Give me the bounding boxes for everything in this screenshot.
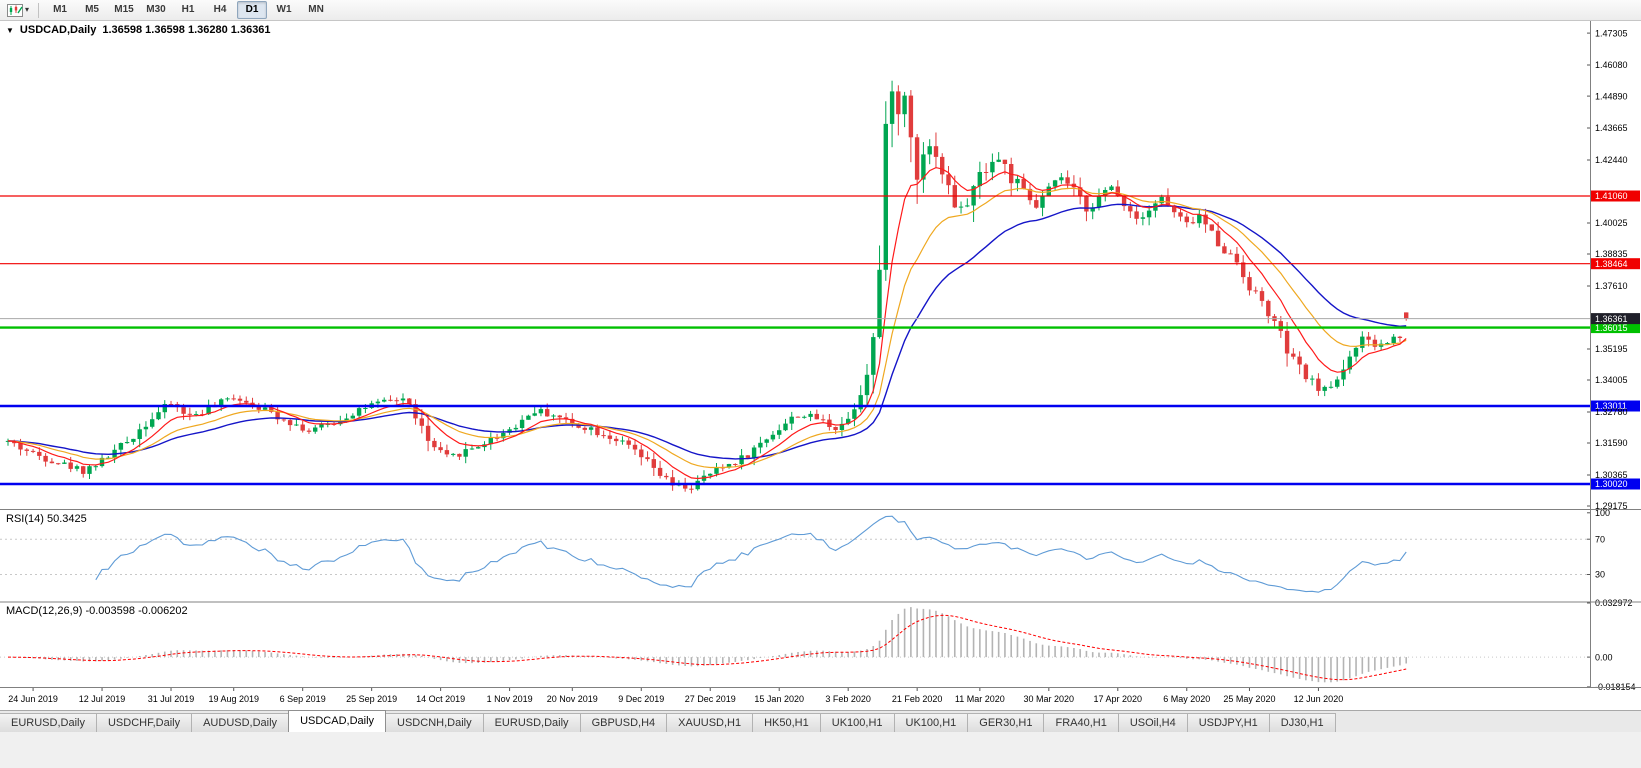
support-line-blue-1[interactable]: 1.33011 <box>0 400 1640 412</box>
svg-text:100: 100 <box>1595 508 1610 518</box>
timeframe-d1-button[interactable]: D1 <box>237 1 268 19</box>
chart-tab-1-usdchf-daily[interactable]: USDCHF,Daily <box>95 713 193 732</box>
ma-mid-line <box>7 187 1407 469</box>
svg-text:21 Feb 2020: 21 Feb 2020 <box>892 694 943 704</box>
timeframe-toolbar: M1 M5 M15 M30 H1 H4 D1 W1 MN <box>44 1 332 19</box>
svg-text:1.44890: 1.44890 <box>1595 91 1628 101</box>
svg-text:24 Jun 2019: 24 Jun 2019 <box>8 694 58 704</box>
chart-canvas[interactable]: 1.41060 1.38464 1.36015 1.33011 1.30020 1.363… <box>0 21 1641 710</box>
timeframe-h1-button[interactable]: H1 <box>181 4 195 15</box>
svg-text:1.46080: 1.46080 <box>1595 60 1628 70</box>
moving-averages-layer <box>7 166 1407 480</box>
svg-text:1.31590: 1.31590 <box>1595 438 1628 448</box>
chart-tab-14-usdjpy-h1[interactable]: USDJPY,H1 <box>1186 713 1270 732</box>
svg-text:14 Oct 2019: 14 Oct 2019 <box>416 694 465 704</box>
timeframe-m5-button[interactable]: M5 <box>85 4 99 15</box>
svg-text:17 Apr 2020: 17 Apr 2020 <box>1094 694 1143 704</box>
svg-text:1.41060: 1.41060 <box>1595 191 1628 201</box>
timeframe-m30-button[interactable]: M30 <box>146 4 166 15</box>
svg-text:1.30365: 1.30365 <box>1595 470 1628 480</box>
chart-tab-11-ger30-h1[interactable]: GER30,H1 <box>967 713 1045 732</box>
chart-tab-9-uk100-h1[interactable]: UK100,H1 <box>819 713 895 732</box>
toolbar-separator <box>38 2 40 18</box>
svg-text:1.32780: 1.32780 <box>1595 407 1628 417</box>
chart-tabbar: EURUSD,Daily USDCHF,Daily AUDUSD,Daily USDC… <box>0 710 1641 732</box>
macd-histogram <box>13 607 1408 683</box>
chart-tab-7-xauusd-h1[interactable]: XAUUSD,H1 <box>666 713 754 732</box>
svg-text:1.38835: 1.38835 <box>1595 249 1628 259</box>
svg-text:11 Mar 2020: 11 Mar 2020 <box>955 694 1005 704</box>
dropdown-arrow-icon: ▾ <box>25 5 30 14</box>
svg-text:1.43665: 1.43665 <box>1595 123 1628 133</box>
svg-text:31 Jul 2019: 31 Jul 2019 <box>148 694 195 704</box>
macd-signal-line <box>7 614 1407 681</box>
svg-text:27 Dec 2019: 27 Dec 2019 <box>685 694 736 704</box>
svg-text:0.032972: 0.032972 <box>1595 598 1633 608</box>
rsi-panel: 100 70 30 <box>0 508 1610 593</box>
chart-tab-13-usoil-h4[interactable]: USOil,H4 <box>1117 713 1188 732</box>
svg-text:6 May 2020: 6 May 2020 <box>1163 694 1210 704</box>
svg-text:20 Nov 2019: 20 Nov 2019 <box>547 694 598 704</box>
svg-text:25 May 2020: 25 May 2020 <box>1223 694 1275 704</box>
chart-tab-15-dj30-h1[interactable]: DJ30,H1 <box>1268 713 1336 732</box>
chart-tab-8-hk50-h1[interactable]: HK50,H1 <box>752 713 821 732</box>
svg-text:1.35195: 1.35195 <box>1595 344 1628 354</box>
svg-text:1.34005: 1.34005 <box>1595 375 1628 385</box>
svg-text:70: 70 <box>1595 534 1605 544</box>
svg-text:19 Aug 2019: 19 Aug 2019 <box>208 694 259 704</box>
svg-text:12 Jun 2020: 12 Jun 2020 <box>1294 694 1344 704</box>
svg-text:3 Feb 2020: 3 Feb 2020 <box>825 694 871 704</box>
support-line-green[interactable]: 1.36015 <box>0 322 1640 334</box>
svg-text:30 Mar 2020: 30 Mar 2020 <box>1024 694 1075 704</box>
svg-text:1.37610: 1.37610 <box>1595 281 1628 291</box>
svg-text:1.47305: 1.47305 <box>1595 28 1628 38</box>
svg-text:1.36015: 1.36015 <box>1595 323 1628 333</box>
current-price-badge: 1.36361 <box>1591 313 1640 325</box>
chart-tab-10-uk100-h1[interactable]: UK100,H1 <box>893 713 969 732</box>
svg-text:1.40025: 1.40025 <box>1595 218 1628 228</box>
svg-text:1 Nov 2019: 1 Nov 2019 <box>487 694 533 704</box>
candlestick-chart-icon <box>7 3 23 17</box>
svg-text:1.42440: 1.42440 <box>1595 155 1628 165</box>
svg-text:1.30020: 1.30020 <box>1595 479 1628 489</box>
resistance-line-1[interactable]: 1.41060 <box>0 190 1640 202</box>
svg-text:1.38464: 1.38464 <box>1595 259 1628 269</box>
chart-tab-12-fra40-h1[interactable]: FRA40,H1 <box>1043 713 1119 732</box>
chart-tab-0-eurusd-daily[interactable]: EURUSD,Daily <box>0 713 97 732</box>
svg-text:0.00: 0.00 <box>1595 652 1613 662</box>
svg-text:1.33011: 1.33011 <box>1595 401 1627 411</box>
chart-tab-5-eurusd-daily[interactable]: EURUSD,Daily <box>482 713 581 732</box>
timeframe-h4-button[interactable]: H4 <box>213 4 227 15</box>
price-axis: 1.47305 1.46080 1.44890 1.43665 1.42440 1.400… <box>1587 28 1628 511</box>
svg-text:1.29175: 1.29175 <box>1595 501 1628 511</box>
timeframe-m1-button[interactable]: M1 <box>53 4 67 15</box>
chart-tab-3-usdcad-daily[interactable]: USDCAD,Daily <box>288 710 387 732</box>
svg-text:25 Sep 2019: 25 Sep 2019 <box>346 694 397 704</box>
timeframe-mn-button[interactable]: MN <box>308 4 324 15</box>
svg-text:1.36361: 1.36361 <box>1595 314 1628 324</box>
resistance-line-2[interactable]: 1.38464 <box>0 258 1640 270</box>
chart-tab-4-usdcnh-daily[interactable]: USDCNH,Daily <box>385 713 484 732</box>
svg-text:6 Sep 2019: 6 Sep 2019 <box>280 694 326 704</box>
svg-text:30: 30 <box>1595 570 1605 580</box>
support-line-blue-2[interactable]: 1.30020 <box>0 478 1640 490</box>
ma-fast-line <box>7 166 1407 480</box>
candles-layer <box>5 80 1409 494</box>
timeframe-m15-button[interactable]: M15 <box>114 4 134 15</box>
chart-window: 1.41060 1.38464 1.36015 1.33011 1.30020 1.363… <box>0 21 1641 710</box>
top-toolbar: ▾ M1 M5 M15 M30 H1 H4 D1 W1 MN <box>0 0 1641 21</box>
rsi-line <box>95 515 1407 593</box>
svg-text:15 Jan 2020: 15 Jan 2020 <box>754 694 804 704</box>
svg-text:9 Dec 2019: 9 Dec 2019 <box>618 694 664 704</box>
svg-text:12 Jul 2019: 12 Jul 2019 <box>79 694 126 704</box>
chart-tab-6-gbpusd-h4[interactable]: GBPUSD,H4 <box>579 713 668 732</box>
chart-tab-2-audusd-daily[interactable]: AUDUSD,Daily <box>191 713 290 732</box>
chart-type-button[interactable]: ▾ <box>3 2 33 19</box>
date-axis: 24 Jun 2019 12 Jul 2019 31 Jul 2019 19 Aug … <box>8 688 1343 704</box>
timeframe-w1-button[interactable]: W1 <box>276 4 292 15</box>
panel-separators <box>0 21 1641 688</box>
